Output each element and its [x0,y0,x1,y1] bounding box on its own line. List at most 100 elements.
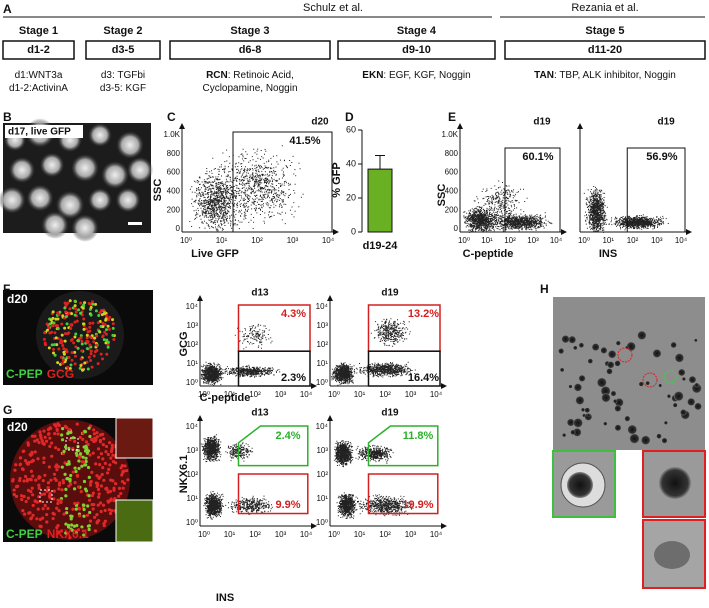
y-tick-label: 10² [186,470,198,479]
x-tick-label: 10³ [405,390,417,399]
stain-dot [100,353,103,356]
granule [695,383,699,387]
stage-days: d1-2 [27,44,50,56]
stain-dot [65,303,68,306]
plot-title: d13 [251,288,269,299]
y-tick-label: 10¹ [186,359,198,368]
y-tick-label: 10³ [186,321,198,330]
factor-text: d1-2:ActivinA [9,83,68,94]
x-tick-label: 10² [249,390,261,399]
stain-dot [107,453,110,456]
stain-dot [117,495,120,498]
stain-dot [81,438,84,441]
stain-dot [109,457,112,460]
stain-dot [86,514,89,517]
granule [656,434,661,439]
x-tick-label: 10⁴ [430,530,443,539]
stain-dot [74,300,77,303]
organoid [116,131,144,159]
stain-dot [27,512,30,515]
granule [615,425,621,431]
x-tick-label: 10⁰ [180,236,192,245]
granule [579,375,586,382]
factor-text: : TBP, ALK inhibitor, Noggin [554,70,676,81]
stain-dot [95,309,98,312]
stain-dot [99,433,102,436]
stain-dot [49,479,52,482]
stain-dot [67,447,70,450]
stain-dot [63,473,66,476]
granule [585,408,590,413]
stain-dot [59,341,62,344]
stain-dot [75,452,78,455]
stain-dot [39,500,42,503]
stage-title: Stage 3 [230,25,269,37]
stain-dot [27,497,30,500]
stain-dot [11,478,14,481]
stage-factors: d1:WNT3a [15,70,63,81]
granule [581,408,585,412]
stain-dot [98,311,101,314]
stain-dot [42,429,45,432]
stain-dot [114,482,117,485]
stain-dot [102,443,105,446]
stain-dot [42,457,45,460]
y-tick-label: 800 [167,149,181,158]
stain-dot [69,431,72,434]
stain-dot [62,481,65,484]
gate [233,132,332,232]
granule [637,331,646,340]
organoid [88,123,112,147]
stain-dot [71,351,74,354]
stain-dot [125,469,128,472]
x-tick-label: 10¹ [354,530,366,539]
x-axis-label: Live GFP [191,248,239,260]
event-cloud [463,181,552,233]
stain-dot [89,519,92,522]
stain-dot [47,481,50,484]
stain-dot [66,463,69,466]
y-tick-label: 200 [445,205,459,214]
stain-dot [85,440,88,443]
stain-dot [62,358,65,361]
stain-name: GCG [47,367,74,381]
stain-dot [34,479,37,482]
stain-dot [81,343,84,346]
granule [628,425,637,434]
stain-legend: C-PEPGCG [6,367,74,381]
stain-dot [97,496,100,499]
x-tick-label: 10² [249,530,261,539]
stain-dot [98,492,101,495]
stain-dot [123,464,126,467]
stain-dot [65,348,68,351]
stain-dot [61,344,64,347]
stain-dot [75,508,78,511]
x-tick-label: 10⁴ [300,530,313,539]
x-tick-label: 10⁰ [198,530,210,539]
stain-dot [48,437,51,440]
stain-dot [112,322,115,325]
stain-dot [90,503,93,506]
x-tick-label: 10³ [287,236,299,245]
y-tick-label: 10¹ [186,494,198,503]
stain-dot [103,312,106,315]
granule [682,377,686,381]
organoid [88,188,112,212]
stain-dot [104,341,107,344]
stain-dot [73,321,76,324]
stain-dot [73,481,76,484]
stain-dot [107,325,110,328]
stain-dot [53,490,56,493]
stain-dot [13,488,16,491]
stain-dot [77,308,80,311]
granule [558,348,564,354]
x-tick-label: 10³ [275,390,287,399]
stain-dot [57,348,60,351]
stain-dot [56,502,59,505]
stain-dot [49,427,52,430]
stain-dot [98,330,101,333]
y-axis-label: SSC [152,179,164,202]
stain-dot [77,485,80,488]
stain-dot [31,493,34,496]
stain-dot [56,432,59,435]
